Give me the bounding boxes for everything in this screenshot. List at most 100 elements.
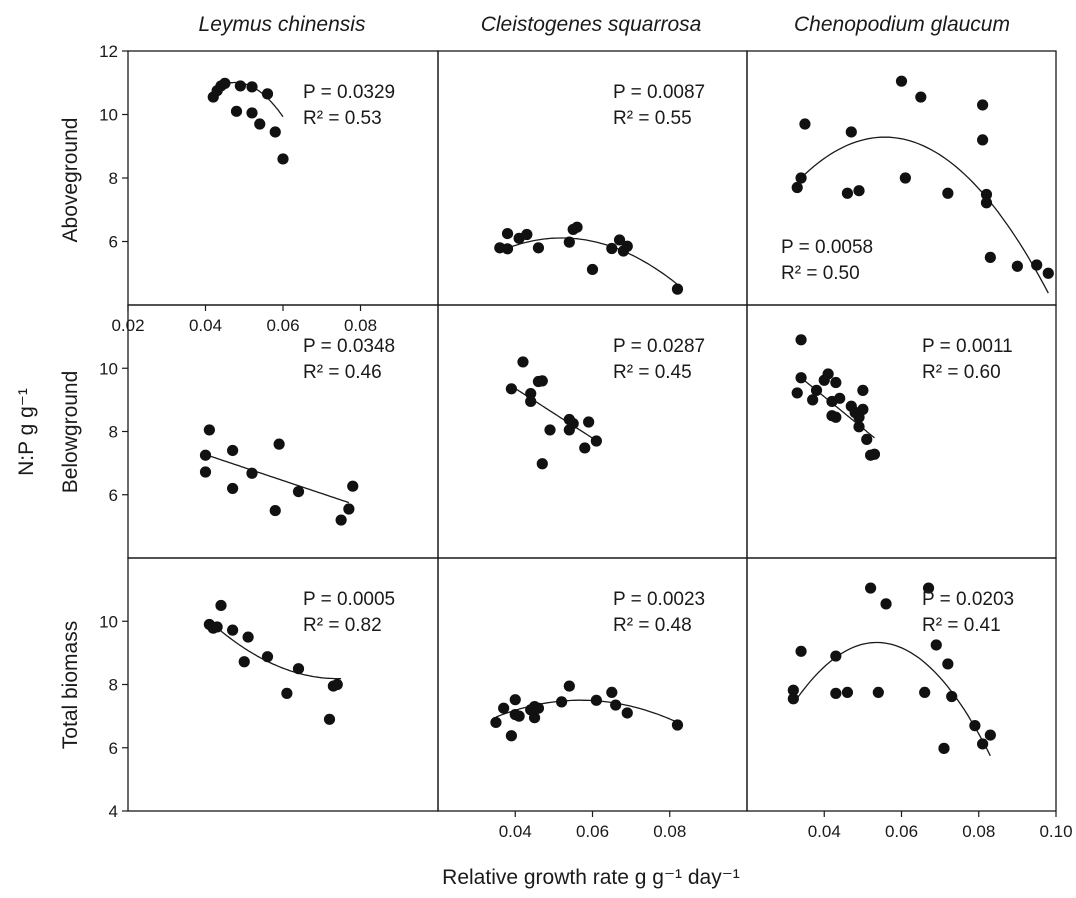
- data-point: [234, 80, 246, 92]
- x-tick-label: 0.06: [576, 822, 609, 841]
- data-point: [490, 716, 502, 729]
- data-point: [606, 686, 618, 699]
- data-point: [795, 372, 807, 384]
- data-point: [227, 624, 239, 636]
- y-axis-title: N:P g g⁻¹: [15, 388, 38, 476]
- p-value-label: P = 0.0058: [781, 237, 873, 258]
- y-tick-label: 10: [99, 612, 118, 631]
- x-tick-label: 0.06: [266, 316, 299, 335]
- data-point: [261, 651, 274, 663]
- data-point: [822, 368, 834, 380]
- y-tick-label: 4: [109, 802, 118, 821]
- y-tick-label: 6: [109, 486, 118, 505]
- data-point: [606, 242, 618, 255]
- data-point: [895, 75, 908, 87]
- fit-curve: [212, 624, 342, 680]
- data-point: [899, 172, 911, 184]
- y-tick-label: 10: [99, 106, 118, 125]
- data-point: [227, 444, 239, 457]
- y-tick-label: 8: [109, 169, 118, 188]
- data-point: [571, 221, 583, 233]
- x-tick-label: 0.08: [344, 316, 377, 335]
- data-point: [865, 582, 877, 594]
- column-title-chenopodium: Chenopodium glaucum: [794, 13, 1010, 36]
- data-point: [930, 639, 942, 651]
- data-point: [517, 356, 529, 368]
- data-point: [509, 694, 521, 706]
- data-point: [853, 185, 865, 197]
- x-axis-title: Relative growth rate g g⁻¹ day⁻¹: [442, 866, 740, 889]
- data-point: [922, 582, 935, 594]
- x-tick-label: 0.10: [1039, 822, 1072, 841]
- panel-belowground-leymus: 10 8 6 P = 0.0348 R² = 0.46: [99, 304, 439, 559]
- p-value-label: P = 0.0287: [613, 336, 705, 357]
- data-point: [242, 631, 254, 643]
- r-squared-label: R² = 0.45: [613, 362, 692, 383]
- data-point: [942, 658, 954, 670]
- panel-aboveground-chenopodium: P = 0.0058 R² = 0.50: [746, 50, 1057, 306]
- data-point: [513, 710, 525, 722]
- data-point: [671, 283, 684, 295]
- p-value-label: P = 0.0005: [303, 589, 395, 610]
- data-point: [254, 118, 266, 130]
- data-point: [857, 403, 869, 415]
- data-point: [219, 77, 231, 89]
- p-value-label: P = 0.0011: [922, 336, 1013, 357]
- data-point: [269, 504, 281, 517]
- x-tick-label: 0.04: [808, 822, 841, 841]
- data-point: [880, 598, 892, 610]
- data-point: [977, 738, 989, 750]
- y-tick-label: 10: [99, 359, 118, 378]
- x-tick-label: 0.08: [962, 822, 995, 841]
- data-point: [610, 699, 622, 711]
- data-point: [799, 118, 811, 130]
- data-point: [853, 421, 865, 433]
- data-point: [536, 458, 548, 470]
- data-point: [199, 449, 212, 461]
- panel-total-chenopodium: 0.04 0.06 0.08 0.10 P = 0.0203 R² = 0.41: [746, 557, 1073, 841]
- p-value-label: P = 0.0023: [613, 589, 705, 610]
- data-point: [845, 126, 857, 138]
- data-point: [498, 702, 510, 714]
- x-tick-label: 0.04: [499, 822, 532, 841]
- data-point: [621, 707, 633, 719]
- data-point: [857, 384, 869, 396]
- data-point: [227, 482, 239, 495]
- column-title-cleistogenes: Cleistogenes squarrosa: [481, 13, 702, 36]
- data-point: [807, 394, 819, 406]
- column-title-leymus: Leymus chinensis: [199, 13, 366, 36]
- y-tick-label: 6: [109, 739, 118, 758]
- data-point: [795, 645, 807, 657]
- data-point: [203, 424, 215, 436]
- data-point: [977, 134, 989, 146]
- fit-curve: [499, 237, 678, 286]
- data-point: [872, 686, 884, 699]
- data-point: [980, 188, 993, 201]
- p-value-label: P = 0.0203: [922, 589, 1014, 610]
- data-point: [795, 172, 807, 184]
- r-squared-label: R² = 0.48: [613, 615, 692, 636]
- data-point: [347, 480, 359, 492]
- data-point: [199, 466, 212, 478]
- y-tick-label: 6: [109, 233, 118, 252]
- data-point: [269, 126, 281, 138]
- data-point: [567, 417, 579, 430]
- r-squared-label: R² = 0.41: [922, 615, 1001, 636]
- data-point: [671, 719, 684, 731]
- data-point: [501, 243, 514, 255]
- fit-curve: [792, 641, 991, 757]
- p-value-label: P = 0.0329: [303, 82, 395, 103]
- data-point: [841, 686, 854, 699]
- r-squared-label: R² = 0.82: [303, 615, 382, 636]
- data-point: [343, 503, 355, 515]
- data-point: [586, 263, 599, 276]
- y-tick-label: 8: [109, 676, 118, 695]
- panel-total-cleistogenes: 0.04 0.06 0.08 P = 0.0023 R² = 0.48: [437, 557, 748, 841]
- row-label-belowground: Belowground: [59, 371, 82, 494]
- data-point: [273, 438, 285, 450]
- data-point: [830, 687, 842, 699]
- data-point: [613, 234, 626, 246]
- r-squared-label: R² = 0.46: [303, 362, 382, 383]
- row-label-aboveground: Aboveground: [59, 118, 82, 243]
